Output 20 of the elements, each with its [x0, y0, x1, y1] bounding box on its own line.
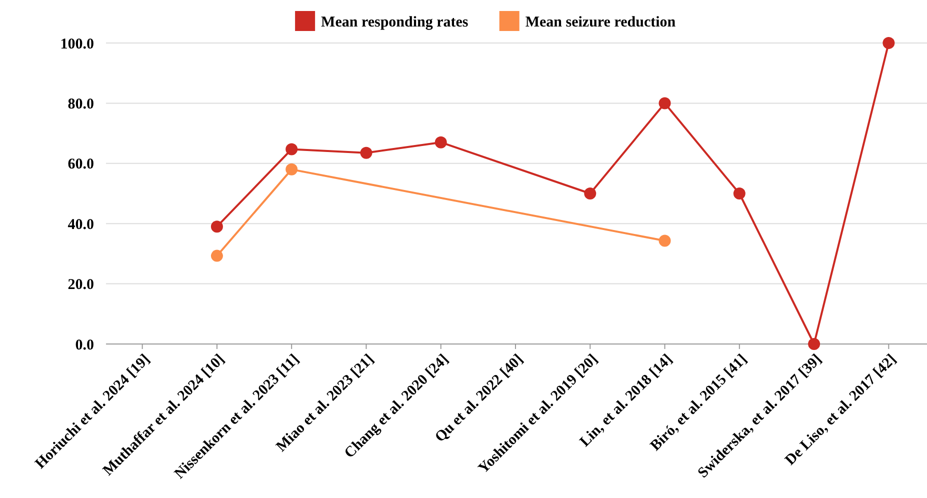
- point: [733, 188, 746, 200]
- y-tick-label: 20.0: [68, 277, 94, 294]
- legend-label: Mean seizure reduction: [525, 14, 676, 30]
- point: [658, 234, 671, 247]
- point: [882, 37, 895, 49]
- y-tick-label: 80.0: [68, 96, 94, 112]
- legend-label: Mean responding rates: [321, 14, 468, 30]
- y-tick-label: 40.0: [68, 216, 94, 233]
- y-tick-label: 0.0: [75, 337, 94, 354]
- point: [584, 188, 596, 200]
- point: [434, 136, 447, 148]
- point: [286, 163, 298, 176]
- point: [658, 97, 671, 110]
- point: [360, 146, 372, 159]
- point: [808, 338, 820, 350]
- point: [210, 250, 223, 262]
- point: [210, 220, 223, 233]
- point: [286, 143, 298, 156]
- y-tick-label: 60.0: [68, 156, 94, 173]
- y-tick-label: 100.0: [60, 36, 94, 52]
